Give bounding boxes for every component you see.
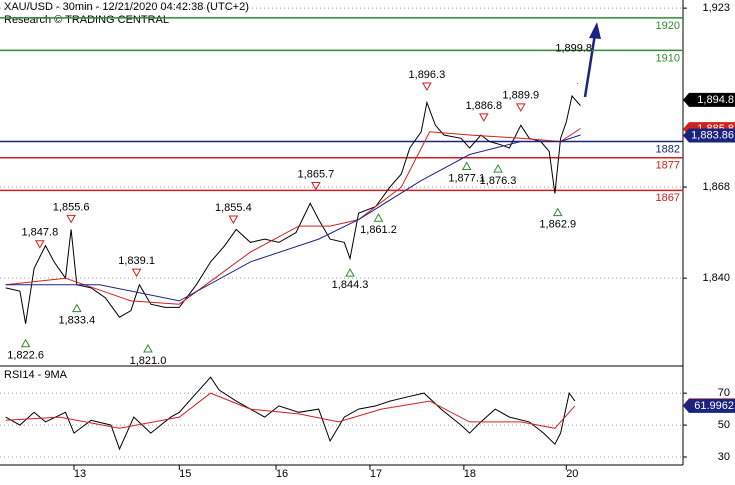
low-marker bbox=[345, 268, 355, 277]
price-label: 1,883.86 bbox=[691, 129, 734, 141]
price-label-box bbox=[683, 398, 735, 413]
high-marker bbox=[311, 182, 321, 191]
y-tick-label: 1,923 bbox=[702, 2, 730, 14]
high-marker bbox=[131, 268, 142, 278]
annotation-label: 1,861.2 bbox=[360, 224, 397, 236]
series-line bbox=[5, 128, 581, 305]
level-label: 1882 bbox=[656, 143, 680, 155]
chart-subtitle: Research © TRADING CENTRAL bbox=[4, 14, 169, 26]
series-line bbox=[5, 392, 576, 429]
x-tick-label: 16 bbox=[276, 468, 288, 480]
annotation-label: 1,833.4 bbox=[58, 315, 95, 327]
annotation-label: 1,899.8 bbox=[555, 43, 592, 55]
low-marker bbox=[461, 161, 472, 170]
y-tick-label: 70 bbox=[718, 387, 730, 399]
x-tick-label: 20 bbox=[566, 468, 578, 480]
low-marker bbox=[552, 207, 563, 217]
annotation-label: 1,855.6 bbox=[53, 201, 90, 213]
price-label-box bbox=[683, 92, 735, 107]
annotation-label: 1,862.9 bbox=[539, 219, 576, 231]
low-marker bbox=[71, 303, 82, 313]
level-label: 1920 bbox=[656, 20, 680, 32]
low-marker bbox=[143, 343, 153, 353]
annotation-label: 1,847.8 bbox=[21, 227, 58, 239]
low-marker bbox=[373, 213, 384, 222]
level-label: 1867 bbox=[656, 192, 680, 204]
low-marker bbox=[20, 338, 31, 348]
annotation-label: 1,876.3 bbox=[480, 175, 517, 187]
annotation-label: 1,822.6 bbox=[7, 350, 44, 362]
series-line bbox=[5, 376, 576, 451]
series-line bbox=[5, 134, 581, 302]
high-marker bbox=[34, 240, 45, 249]
trend-arrow bbox=[583, 22, 601, 98]
high-marker bbox=[515, 103, 526, 112]
annotation-label: 1,896.3 bbox=[409, 69, 446, 81]
high-marker bbox=[228, 215, 239, 225]
chart-title: XAU/USD - 30min - 12/21/2020 04:42:38 (U… bbox=[4, 1, 249, 13]
annotation-label: 1,865.7 bbox=[298, 168, 335, 180]
price-label: 61.9962 bbox=[694, 400, 734, 412]
level-label: 1877 bbox=[656, 160, 680, 172]
annotation-label: 1,889.9 bbox=[502, 90, 539, 102]
high-marker bbox=[478, 113, 489, 122]
annotation-label: 1,821.0 bbox=[130, 355, 167, 367]
panel-title: RSI14 - 9MA bbox=[4, 369, 68, 381]
annotation-label: 1,855.4 bbox=[215, 202, 252, 214]
annotation-label: 1,877.1 bbox=[448, 172, 485, 184]
level-label: 1910 bbox=[656, 52, 680, 64]
y-tick-label: 30 bbox=[718, 451, 730, 463]
top-marker bbox=[577, 83, 579, 85]
annotation-label: 1,839.1 bbox=[118, 255, 155, 267]
y-tick-label: 50 bbox=[718, 419, 730, 431]
price-label-box bbox=[683, 128, 735, 143]
annotation-label: 1,844.3 bbox=[332, 279, 369, 291]
annotation-label: 1,886.8 bbox=[465, 100, 502, 112]
x-tick-label: 13 bbox=[74, 468, 86, 480]
y-tick-label: 1,868 bbox=[702, 181, 730, 193]
high-marker bbox=[422, 82, 432, 92]
high-marker bbox=[66, 214, 77, 224]
x-tick-label: 18 bbox=[464, 468, 476, 480]
y-tick-label: 1,840 bbox=[702, 272, 730, 284]
x-tick-label: 17 bbox=[370, 468, 382, 480]
price-label: 1,894.8 bbox=[697, 94, 734, 106]
low-marker bbox=[493, 164, 503, 173]
x-tick-label: 15 bbox=[179, 468, 191, 480]
